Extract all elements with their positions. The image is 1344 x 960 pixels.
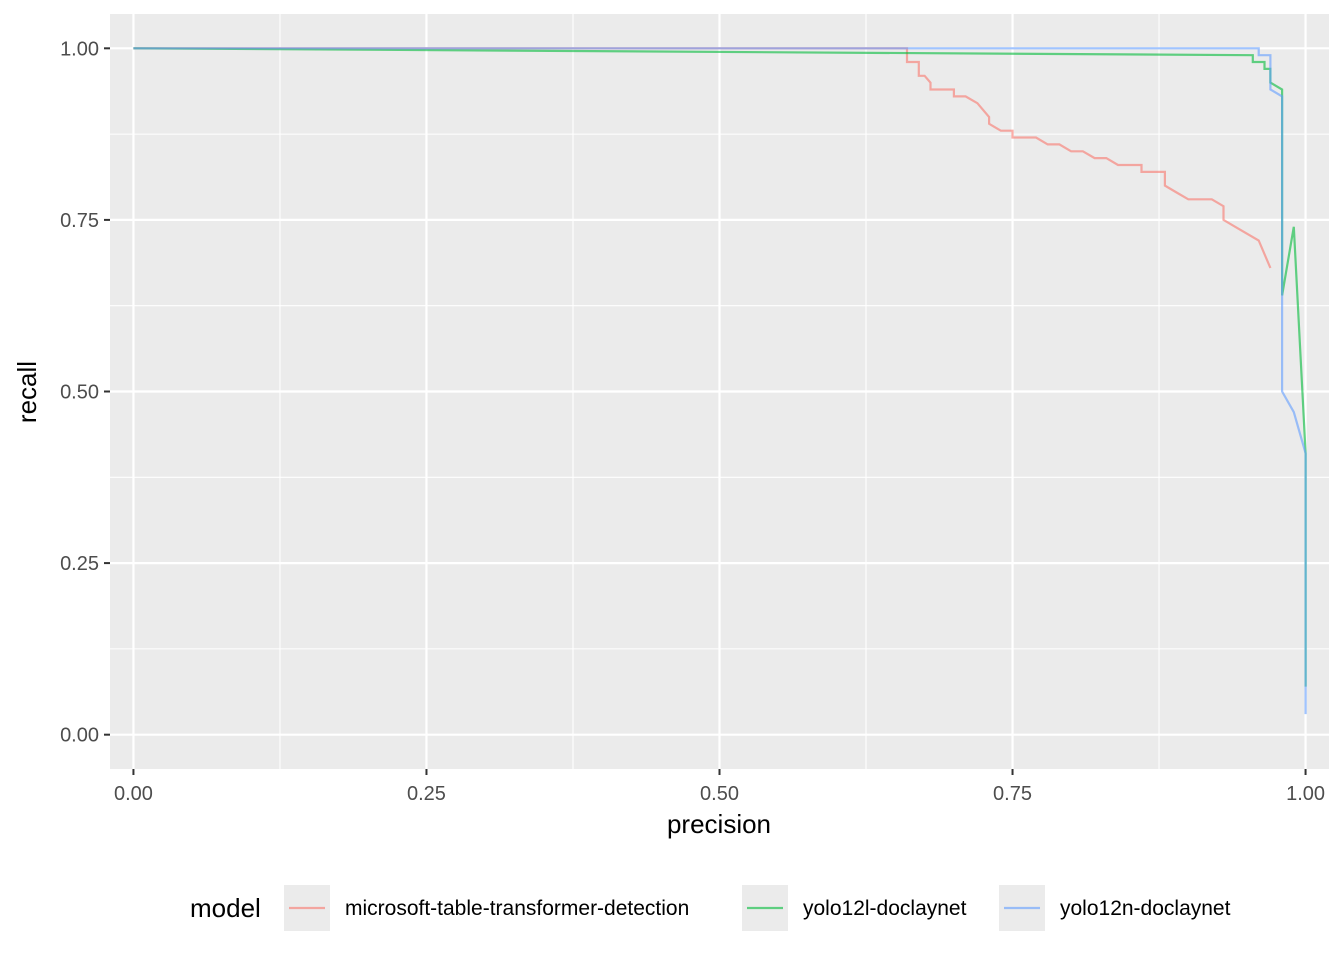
- y-tick-label: 1.00: [60, 38, 99, 60]
- y-tick-label: 0.00: [60, 725, 99, 747]
- legend: model microsoft-table-transformer-detect…: [190, 885, 1231, 931]
- y-tick-label: 0.25: [60, 553, 99, 575]
- x-tick-label: 0.00: [114, 783, 153, 805]
- y-tick-label: 0.75: [60, 210, 99, 232]
- x-tick-label: 0.50: [700, 783, 739, 805]
- legend-title: model: [190, 893, 261, 923]
- legend-label: yolo12n-doclaynet: [1060, 897, 1231, 920]
- x-axis: 0.00 0.25 0.50 0.75 1.00: [114, 769, 1325, 805]
- x-tick-label: 0.25: [407, 783, 446, 805]
- y-axis-title: recall: [12, 361, 42, 423]
- series-line-1: [133, 47, 1272, 269]
- x-tick-label: 1.00: [1286, 783, 1325, 805]
- x-tick-label: 0.75: [993, 783, 1032, 805]
- series-line-3: [133, 47, 1307, 715]
- y-tick-label: 0.50: [60, 382, 99, 404]
- x-axis-title: precision: [667, 809, 771, 839]
- series-lines: [133, 47, 1307, 715]
- legend-label: yolo12l-doclaynet: [803, 897, 967, 920]
- y-axis: 0.00 0.25 0.50 0.75 1.00: [60, 38, 110, 747]
- legend-label: microsoft-table-transformer-detection: [345, 897, 689, 920]
